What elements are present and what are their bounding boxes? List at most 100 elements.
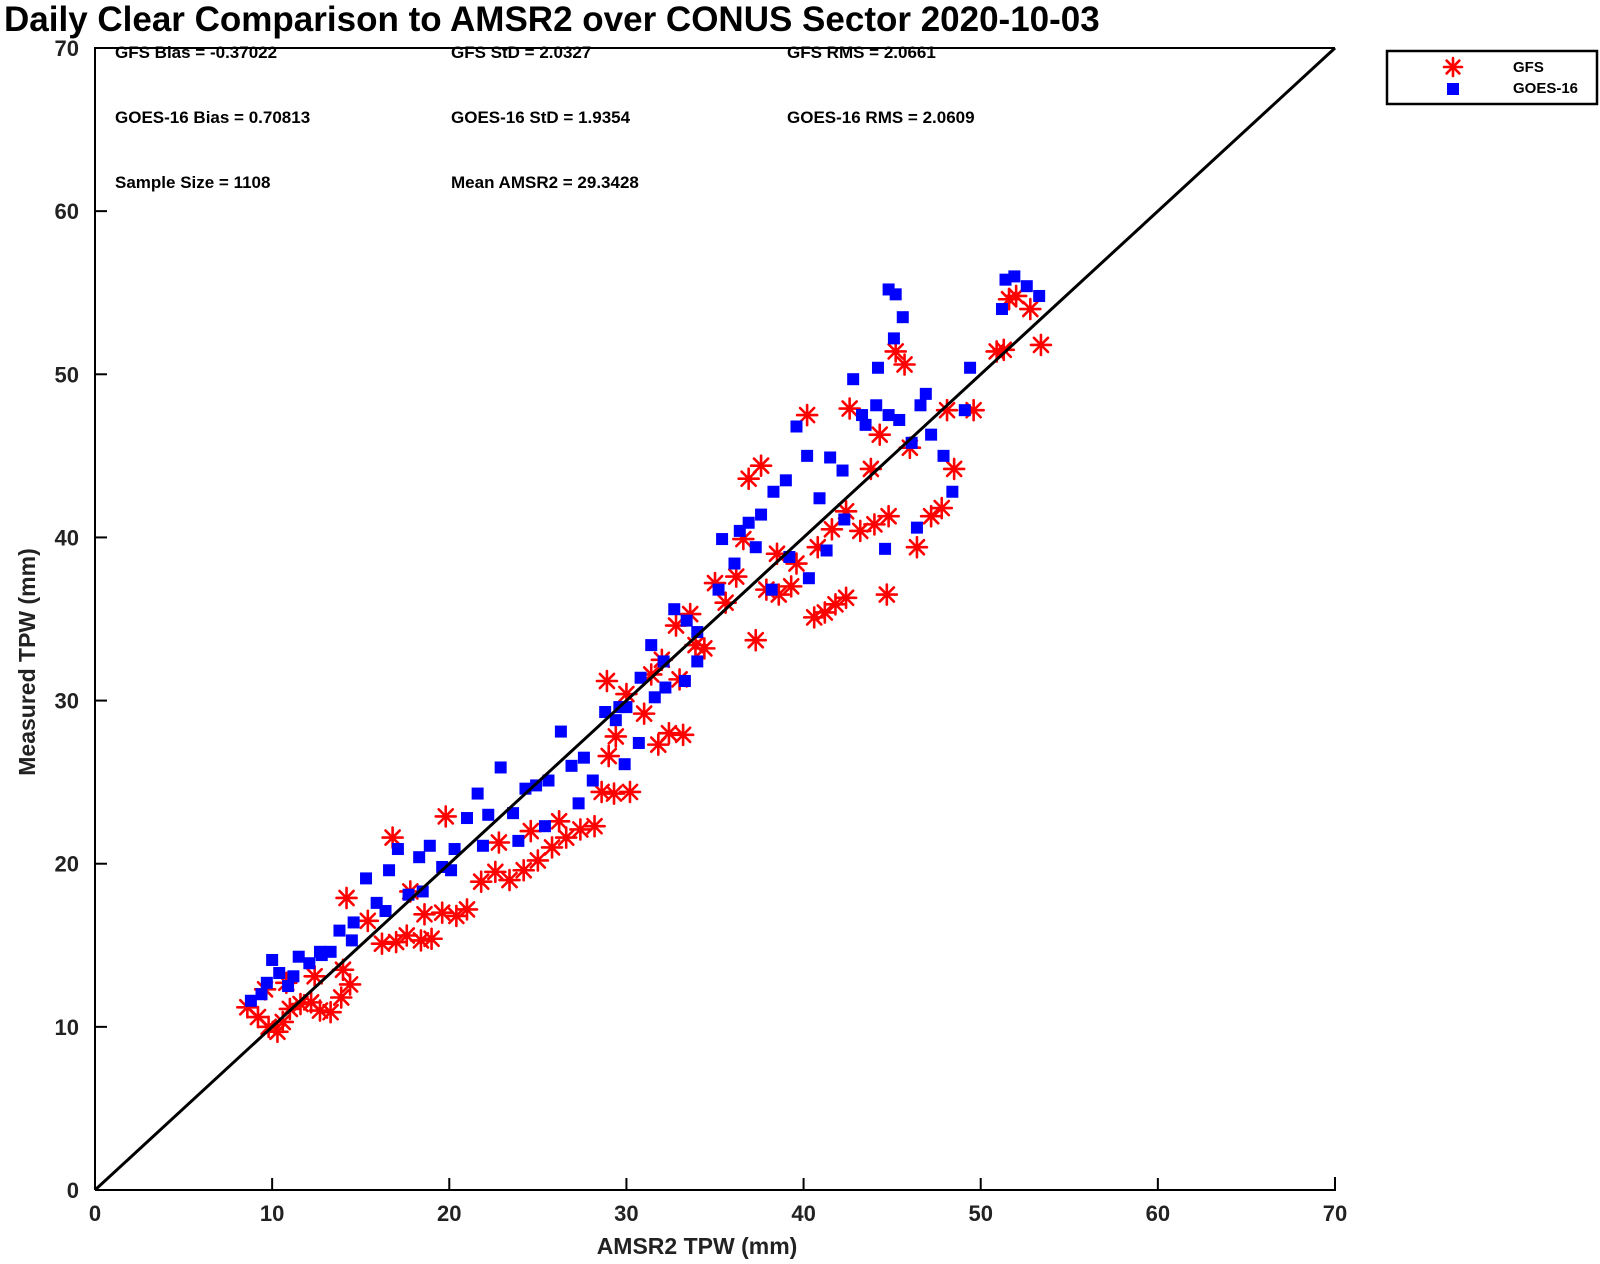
- marker-layer: [236, 270, 1053, 1044]
- goes-point: [379, 905, 392, 918]
- goes-point: [847, 373, 860, 386]
- legend-gfs-marker-icon: [1442, 56, 1464, 78]
- legend-goes-marker-icon: [1447, 83, 1459, 95]
- goes-point: [779, 474, 792, 487]
- gfs-point: [765, 542, 789, 566]
- chart-title: Daily Clear Comparison to AMSR2 over CON…: [4, 0, 1100, 39]
- goes-point: [856, 409, 869, 422]
- goes-point: [1020, 280, 1033, 293]
- legend-goes-label: GOES-16: [1513, 80, 1578, 97]
- gfs-point: [884, 340, 907, 363]
- legend-gfs-label: GFS: [1513, 59, 1544, 76]
- tick-layer: 0 10 20 30 40 50 60 70 0 10 20 30 40 50 60 70: [55, 36, 1348, 1226]
- stat-gfs-bias: GFS Bias = -0.37022: [115, 43, 277, 62]
- goes-point: [554, 725, 567, 738]
- gfs-point: [445, 904, 468, 928]
- gfs-point: [583, 814, 606, 838]
- goes-point: [995, 303, 1008, 316]
- goes-point: [813, 492, 826, 505]
- x-tick-label: 50: [968, 1201, 992, 1226]
- goes-point: [870, 399, 883, 412]
- goes-point: [964, 361, 977, 374]
- goes-point: [383, 864, 396, 877]
- gfs-point: [671, 723, 695, 747]
- goes-point: [609, 714, 622, 727]
- goes-point: [680, 614, 693, 627]
- goes-point: [471, 787, 484, 800]
- gfs-point: [657, 721, 681, 745]
- goes-point: [260, 976, 273, 989]
- goes-point: [482, 808, 495, 821]
- stat-sample-size: Sample Size = 1108: [115, 173, 270, 192]
- goes-point: [824, 451, 837, 464]
- gfs-point: [919, 504, 943, 528]
- stat-goes-bias: GOES-16 Bias = 0.70813: [115, 108, 310, 127]
- gfs-point: [519, 819, 543, 843]
- goes-point: [859, 418, 872, 431]
- y-tick-label: 30: [55, 689, 79, 714]
- x-tick-label: 0: [89, 1201, 101, 1226]
- goes-point: [413, 851, 426, 864]
- goes-point: [716, 533, 729, 546]
- gfs-point: [289, 992, 312, 1016]
- y-tick-label: 50: [55, 362, 79, 387]
- x-tick-label: 70: [1323, 1201, 1347, 1226]
- gfs-point: [875, 583, 899, 606]
- goes-point: [733, 524, 746, 537]
- gfs-point: [893, 353, 916, 376]
- gfs-point: [942, 457, 966, 481]
- goes-point: [391, 843, 404, 856]
- y-axis-label: Measured TPW (mm): [14, 548, 40, 775]
- gfs-point: [526, 849, 550, 872]
- gfs-point: [487, 831, 511, 854]
- x-tick-label: 60: [1146, 1201, 1170, 1226]
- legend-box: [1385, 49, 1599, 106]
- goes-point: [919, 387, 932, 400]
- goes-point: [678, 674, 691, 687]
- goes-point: [914, 399, 927, 412]
- x-axis-label: AMSR2 TPW (mm): [597, 1233, 798, 1259]
- gfs-point: [863, 513, 886, 536]
- goes-point: [599, 705, 612, 718]
- gfs-point: [370, 932, 394, 955]
- x-tick-label: 20: [437, 1201, 461, 1226]
- goes-point: [632, 736, 645, 749]
- gfs-point: [868, 423, 892, 446]
- goes-point: [838, 513, 851, 526]
- goes-point: [925, 428, 938, 441]
- gfs-point: [356, 909, 380, 933]
- goes-point: [801, 449, 814, 462]
- goes-point: [360, 872, 373, 885]
- y-tick-label: 40: [55, 525, 79, 550]
- goes-point: [586, 774, 599, 787]
- gfs-point: [303, 964, 326, 988]
- gfs-point: [420, 927, 443, 951]
- goes-point: [423, 839, 436, 852]
- stat-goes-rms: GOES-16 RMS = 2.0609: [787, 108, 975, 127]
- goes-point: [645, 639, 658, 652]
- goes-point: [820, 544, 833, 557]
- goes-point: [691, 626, 704, 639]
- goes-point: [937, 449, 950, 462]
- gfs-point: [590, 780, 613, 804]
- goes-point: [893, 413, 906, 426]
- goes-point: [448, 843, 461, 856]
- gfs-point: [779, 575, 803, 598]
- goes-point: [287, 970, 300, 983]
- gfs-point: [877, 504, 900, 528]
- gfs-point: [547, 809, 571, 833]
- gfs-point: [1029, 333, 1053, 357]
- x-tick-label: 30: [614, 1201, 638, 1226]
- goes-point: [476, 839, 489, 852]
- gfs-point: [834, 586, 858, 610]
- gfs-point: [795, 403, 819, 427]
- stat-gfs-rms: GFS RMS = 2.0661: [787, 43, 936, 62]
- gfs-point: [413, 902, 436, 926]
- gfs-point: [329, 986, 353, 1009]
- goes-point: [728, 557, 741, 570]
- gfs-point: [1019, 297, 1042, 321]
- goes-point: [879, 542, 892, 555]
- gfs-point: [632, 702, 656, 725]
